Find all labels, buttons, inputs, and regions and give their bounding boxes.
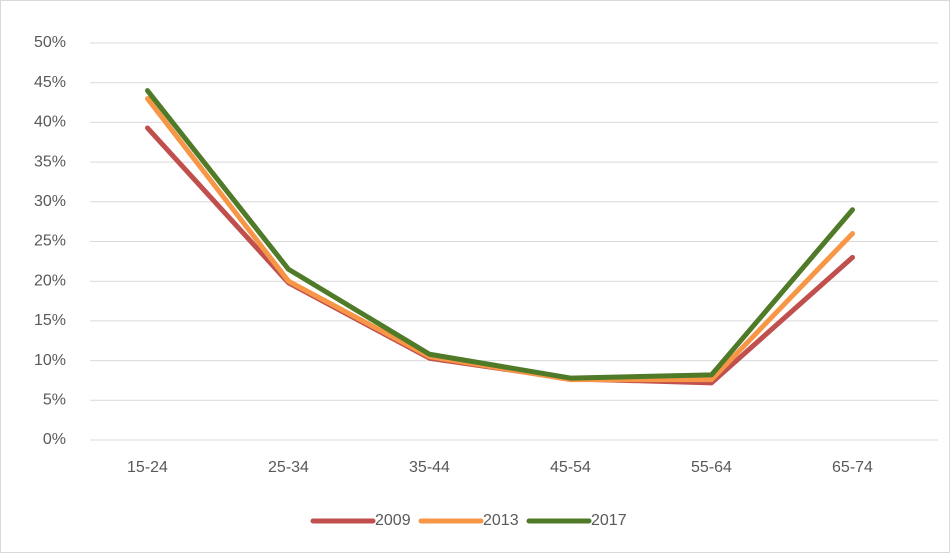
x-tick-label: 45-54: [550, 459, 591, 476]
legend-label: 2017: [591, 512, 627, 529]
legend-label: 2013: [483, 512, 519, 529]
y-tick-label: 30%: [34, 193, 66, 210]
y-tick-label: 15%: [34, 312, 66, 329]
x-tick-label: 25-34: [268, 459, 309, 476]
y-tick-label: 20%: [34, 272, 66, 289]
y-tick-label: 0%: [43, 431, 66, 448]
x-tick-label: 35-44: [409, 459, 450, 476]
y-tick-label: 5%: [43, 392, 66, 409]
legend-label: 2009: [375, 512, 411, 529]
x-tick-label: 55-64: [691, 459, 732, 476]
y-tick-label: 25%: [34, 233, 66, 250]
y-tick-label: 10%: [34, 352, 66, 369]
y-tick-label: 35%: [34, 153, 66, 170]
x-tick-label: 65-74: [832, 459, 873, 476]
x-tick-label: 15-24: [127, 459, 168, 476]
line-series: [145, 88, 855, 381]
y-tick-label: 40%: [34, 114, 66, 131]
y-tick-label: 50%: [34, 34, 66, 51]
y-tick-label: 45%: [34, 74, 66, 91]
